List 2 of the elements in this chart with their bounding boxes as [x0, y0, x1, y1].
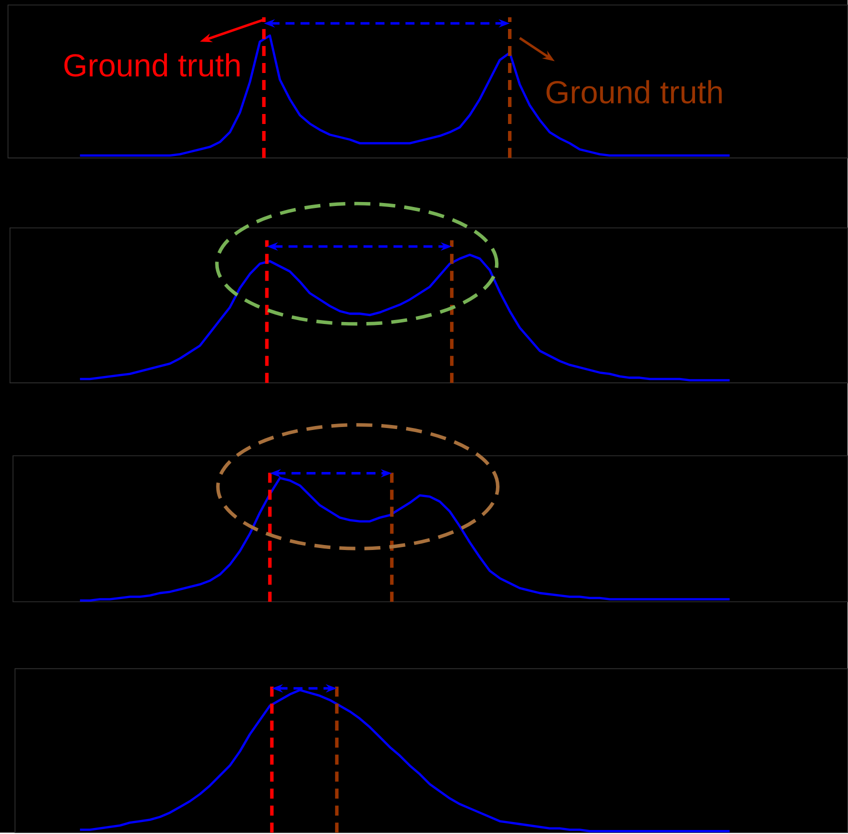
annotation: Ground truth — [64, 53, 240, 76]
annotation: Ground truth — [546, 80, 722, 104]
